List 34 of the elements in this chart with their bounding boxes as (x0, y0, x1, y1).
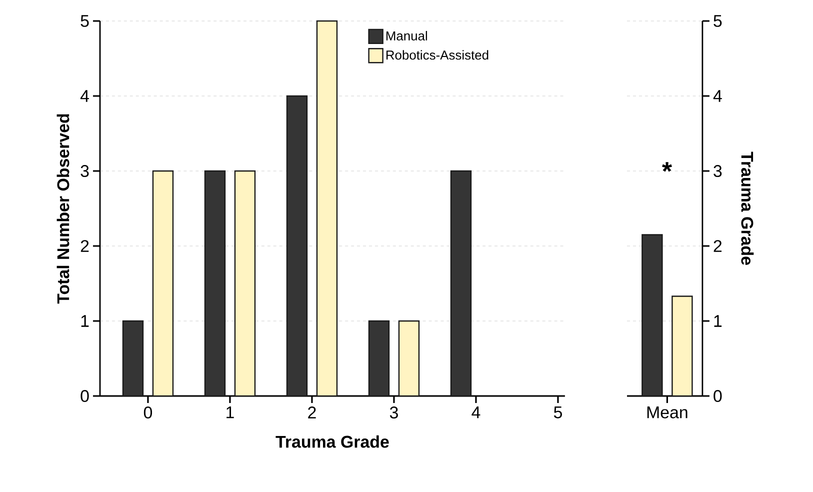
x-tick-label: 4 (472, 406, 480, 418)
x-axis-title: Trauma Grade (276, 435, 389, 448)
y2-tick-label: 0 (714, 390, 722, 402)
x-tick-label: 2 (308, 406, 316, 418)
y2-tick-label: 5 (714, 15, 722, 27)
bar (204, 170, 226, 397)
bar (368, 320, 390, 397)
annotation: * (662, 162, 672, 172)
bar (316, 20, 338, 397)
y-tick-label: 4 (80, 90, 89, 102)
y2-tick-label: 4 (713, 90, 722, 102)
y-axis-title: Total Number Observed (56, 114, 70, 304)
x-tick-label: Mean (647, 406, 688, 418)
bar (152, 170, 174, 397)
x-tick-label: 0 (144, 406, 152, 419)
bar (398, 320, 420, 397)
legend-label: Robotics-Assisted (386, 50, 488, 60)
y-tick-label: 1 (81, 315, 89, 327)
bar (450, 170, 472, 397)
x-tick-label: 1 (226, 406, 234, 418)
y2-axis-title: Trauma Grade (741, 152, 754, 265)
x-tick-label: 5 (554, 406, 562, 418)
bar (234, 170, 256, 397)
y-tick-label: 5 (80, 15, 89, 27)
x-tick-label: 3 (390, 406, 398, 419)
y2-tick-label: 2 (714, 240, 722, 252)
y-tick-label: 3 (80, 165, 89, 177)
bar (286, 95, 308, 397)
y2-tick-label: 1 (714, 315, 722, 327)
legend-label: Manual (386, 30, 428, 40)
y-tick-label: 2 (80, 240, 89, 252)
bar (122, 320, 144, 397)
y-tick-label: 0 (80, 390, 89, 402)
y2-tick-label: 3 (714, 165, 722, 177)
